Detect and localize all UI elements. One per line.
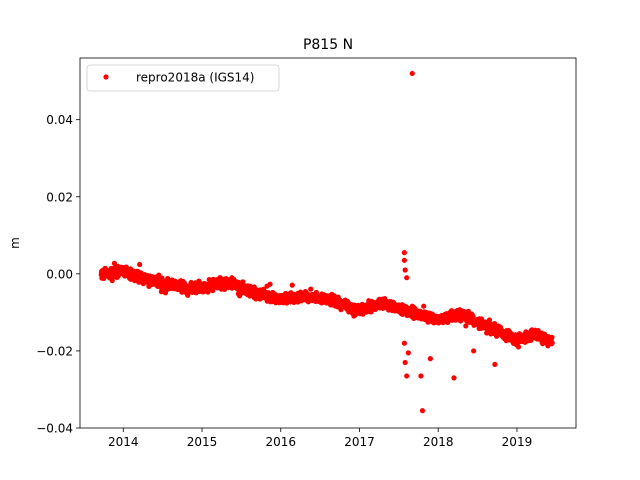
data-point-outlier <box>471 348 477 354</box>
data-point-outlier <box>402 359 408 366</box>
data-point-outlier <box>401 250 407 256</box>
data-point <box>205 289 211 295</box>
data-point <box>484 330 490 336</box>
x-tick-label: 2019 <box>502 435 533 449</box>
data-point-outlier <box>405 350 411 356</box>
data-point <box>549 340 555 346</box>
data-point-outlier <box>427 356 433 362</box>
data-point <box>515 344 522 350</box>
data-point-outlier <box>418 373 424 379</box>
data-point <box>549 334 555 340</box>
data-point <box>308 286 314 292</box>
plot-area-frame <box>79 57 577 429</box>
data-point-outlier <box>401 257 407 263</box>
data-point <box>210 287 216 294</box>
y-axis-ticks: −0.04 −0.02 0.00 0.02 0.04 <box>36 113 80 436</box>
data-point-outlier <box>409 70 415 77</box>
legend: repro2018a (IGS14) <box>86 64 280 92</box>
data-point <box>289 282 295 288</box>
x-tick-label: 2015 <box>187 435 218 449</box>
x-tick-label: 2014 <box>108 435 139 449</box>
data-points <box>98 70 555 414</box>
data-point <box>267 281 273 287</box>
y-tick-label: −0.02 <box>36 344 73 358</box>
y-tick-label: 0.00 <box>46 267 73 281</box>
data-point <box>137 261 143 268</box>
data-point <box>201 288 207 295</box>
x-tick-label: 2016 <box>265 435 296 449</box>
data-point <box>338 307 344 313</box>
data-point <box>492 321 498 327</box>
data-point <box>123 264 129 270</box>
data-point-outlier <box>401 340 407 346</box>
y-tick-label: −0.04 <box>36 422 73 436</box>
y-axis-label: m <box>8 237 22 249</box>
data-point-outlier <box>463 323 469 329</box>
legend-label: repro2018a (IGS14) <box>136 71 254 85</box>
x-tick-label: 2018 <box>423 435 454 449</box>
chart-title: P815 N <box>303 37 353 53</box>
data-point-outlier <box>402 267 408 273</box>
data-point <box>111 260 118 266</box>
y-tick-label: 0.02 <box>46 190 73 204</box>
data-point-outlier <box>404 275 410 281</box>
data-point <box>457 318 464 324</box>
y-tick-label: 0.04 <box>46 113 73 127</box>
data-point-outlier <box>451 375 457 381</box>
x-tick-label: 2017 <box>344 435 375 449</box>
data-point-outlier <box>419 408 426 414</box>
data-point-outlier <box>492 361 498 368</box>
data-point-outlier <box>404 373 410 379</box>
legend-box <box>86 64 280 92</box>
x-axis-ticks: 2014 2015 2016 2017 2018 2019 <box>108 428 532 449</box>
data-point <box>179 289 185 295</box>
legend-marker <box>103 74 109 80</box>
data-point <box>421 303 427 309</box>
